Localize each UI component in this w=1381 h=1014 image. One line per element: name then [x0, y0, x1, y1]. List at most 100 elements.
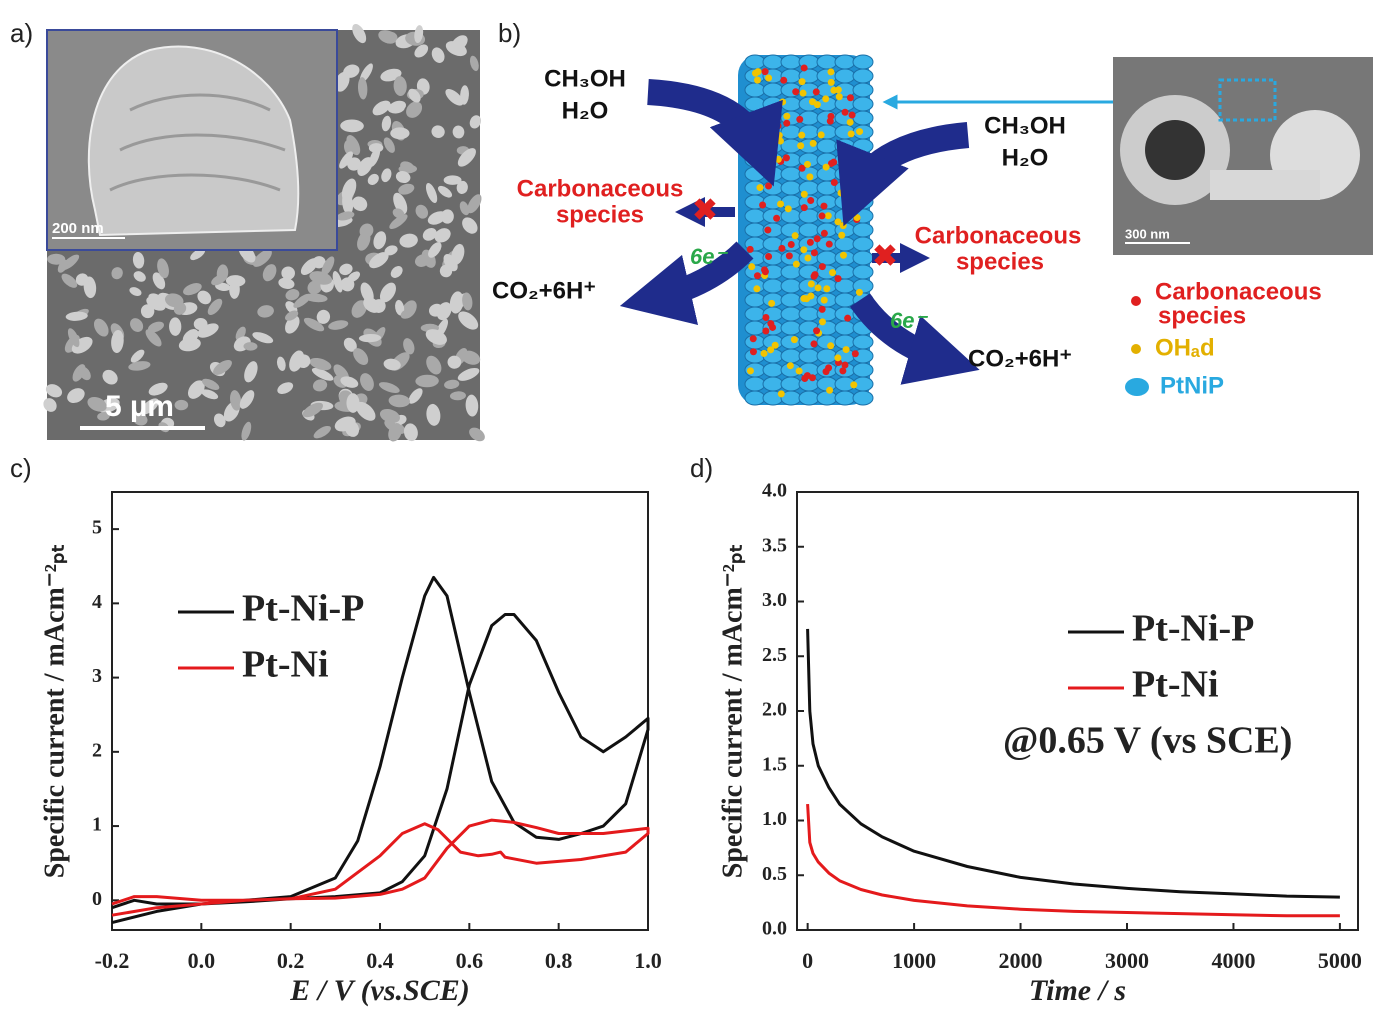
- ptnip-particle: [762, 166, 784, 182]
- sem-rod: [406, 101, 423, 118]
- sem-rod: [443, 175, 462, 185]
- ptnip-particle: [780, 348, 802, 364]
- adsorbate: [814, 284, 822, 292]
- sem-rod: [78, 366, 91, 381]
- sem-rod: [381, 115, 392, 132]
- sem-rod: [469, 427, 485, 442]
- sem-rod: [414, 25, 424, 44]
- sem-rod: [328, 320, 349, 330]
- adsorbate: [822, 95, 830, 103]
- sem-rod: [147, 321, 164, 333]
- y-tick-label: 1.0: [762, 808, 787, 830]
- sem-rod: [339, 263, 353, 276]
- adsorbate: [786, 362, 794, 370]
- adsorbate: [824, 212, 832, 220]
- ptnip-particle: [744, 222, 766, 238]
- y-tick-label: 0.5: [762, 863, 787, 885]
- x-axis-title: E / V (vs.SCE): [289, 974, 470, 1007]
- y-tick-label: 3.0: [762, 589, 787, 611]
- x-tick-label: 0.4: [366, 948, 394, 973]
- adsorbate: [798, 164, 806, 172]
- adsorbate: [773, 214, 781, 222]
- adsorbate: [761, 68, 769, 76]
- adsorbate: [753, 285, 761, 293]
- sem-rod: [363, 297, 381, 313]
- sem-rod: [429, 303, 444, 317]
- sem-rod: [129, 287, 142, 296]
- adsorbate: [761, 111, 769, 119]
- sem-rod: [65, 311, 88, 321]
- x-tick-label: 3000: [1105, 948, 1149, 973]
- ptnip-particle: [834, 194, 856, 210]
- flow-arrow: [850, 293, 980, 385]
- adsorbate: [827, 78, 835, 86]
- sem-rod: [61, 273, 78, 288]
- sem-rod: [339, 151, 353, 169]
- sem-rod: [146, 296, 166, 311]
- adsorbate: [798, 78, 806, 86]
- sem-rod: [312, 379, 328, 392]
- sem-rod: [395, 170, 411, 184]
- y-tick-label: 4.0: [762, 480, 787, 502]
- ptnip-particle: [834, 292, 856, 308]
- sem-rod: [367, 173, 379, 185]
- adsorbate: [787, 240, 795, 248]
- ptnip-particle: [852, 96, 874, 112]
- adsorbate: [818, 263, 826, 271]
- sem-rod: [395, 299, 405, 316]
- adsorbate: [810, 249, 818, 257]
- adsorbate: [746, 245, 754, 253]
- sem-rod: [216, 264, 229, 282]
- adsorbate: [784, 205, 792, 213]
- ptnip-particle: [852, 222, 874, 238]
- adsorbate: [844, 151, 852, 159]
- sem-rod: [141, 398, 159, 415]
- adsorbate: [762, 314, 770, 322]
- series-line: [806, 628, 1340, 899]
- adsorbate: [803, 295, 811, 303]
- sem-rod: [387, 102, 405, 114]
- reactant: H₂O: [562, 97, 609, 124]
- sem-rod: [408, 88, 421, 103]
- ptnip-particle: [744, 54, 766, 70]
- sem-rod: [239, 390, 255, 409]
- adsorbate: [820, 296, 828, 304]
- ptnip-particle: [816, 390, 838, 406]
- adsorbate: [798, 131, 806, 139]
- sem-rod: [277, 382, 294, 395]
- adsorbate: [791, 232, 799, 240]
- product: CO₂+6H⁺: [968, 345, 1072, 372]
- adsorbate: [800, 190, 808, 198]
- adsorbate: [812, 88, 820, 96]
- ptnip-particle: [762, 278, 784, 294]
- sem-rod: [388, 422, 402, 442]
- annotation: @0.65 V (vs SCE): [1003, 720, 1292, 762]
- sem-rod: [45, 384, 63, 398]
- adsorbate: [827, 68, 835, 76]
- legend-label: Pt-Ni: [242, 644, 329, 686]
- adsorbate: [759, 201, 767, 209]
- ptnip-particle: [744, 390, 766, 406]
- adsorbate: [842, 346, 850, 354]
- sem-rod: [390, 127, 410, 140]
- adsorbate: [808, 374, 816, 382]
- adsorbate: [850, 381, 858, 389]
- sem-rod: [241, 421, 252, 441]
- sem-rod: [431, 125, 445, 138]
- ptnip-particle: [852, 334, 874, 350]
- ptnip-particle: [816, 250, 838, 266]
- adsorbate: [818, 318, 826, 326]
- reactant: CH₃OH: [984, 112, 1066, 139]
- sem-rod: [351, 300, 367, 318]
- legend-swatch: [1131, 296, 1141, 306]
- sem-rod: [340, 119, 364, 133]
- sem-rod: [148, 382, 168, 396]
- sem-rod: [262, 264, 277, 282]
- ptnip-particle: [816, 334, 838, 350]
- adsorbate: [759, 158, 767, 166]
- adsorbate: [807, 280, 815, 288]
- y-tick-label: 1: [92, 814, 102, 836]
- adsorbate: [855, 288, 863, 296]
- sem-rod: [111, 267, 123, 280]
- adsorbate: [799, 89, 807, 97]
